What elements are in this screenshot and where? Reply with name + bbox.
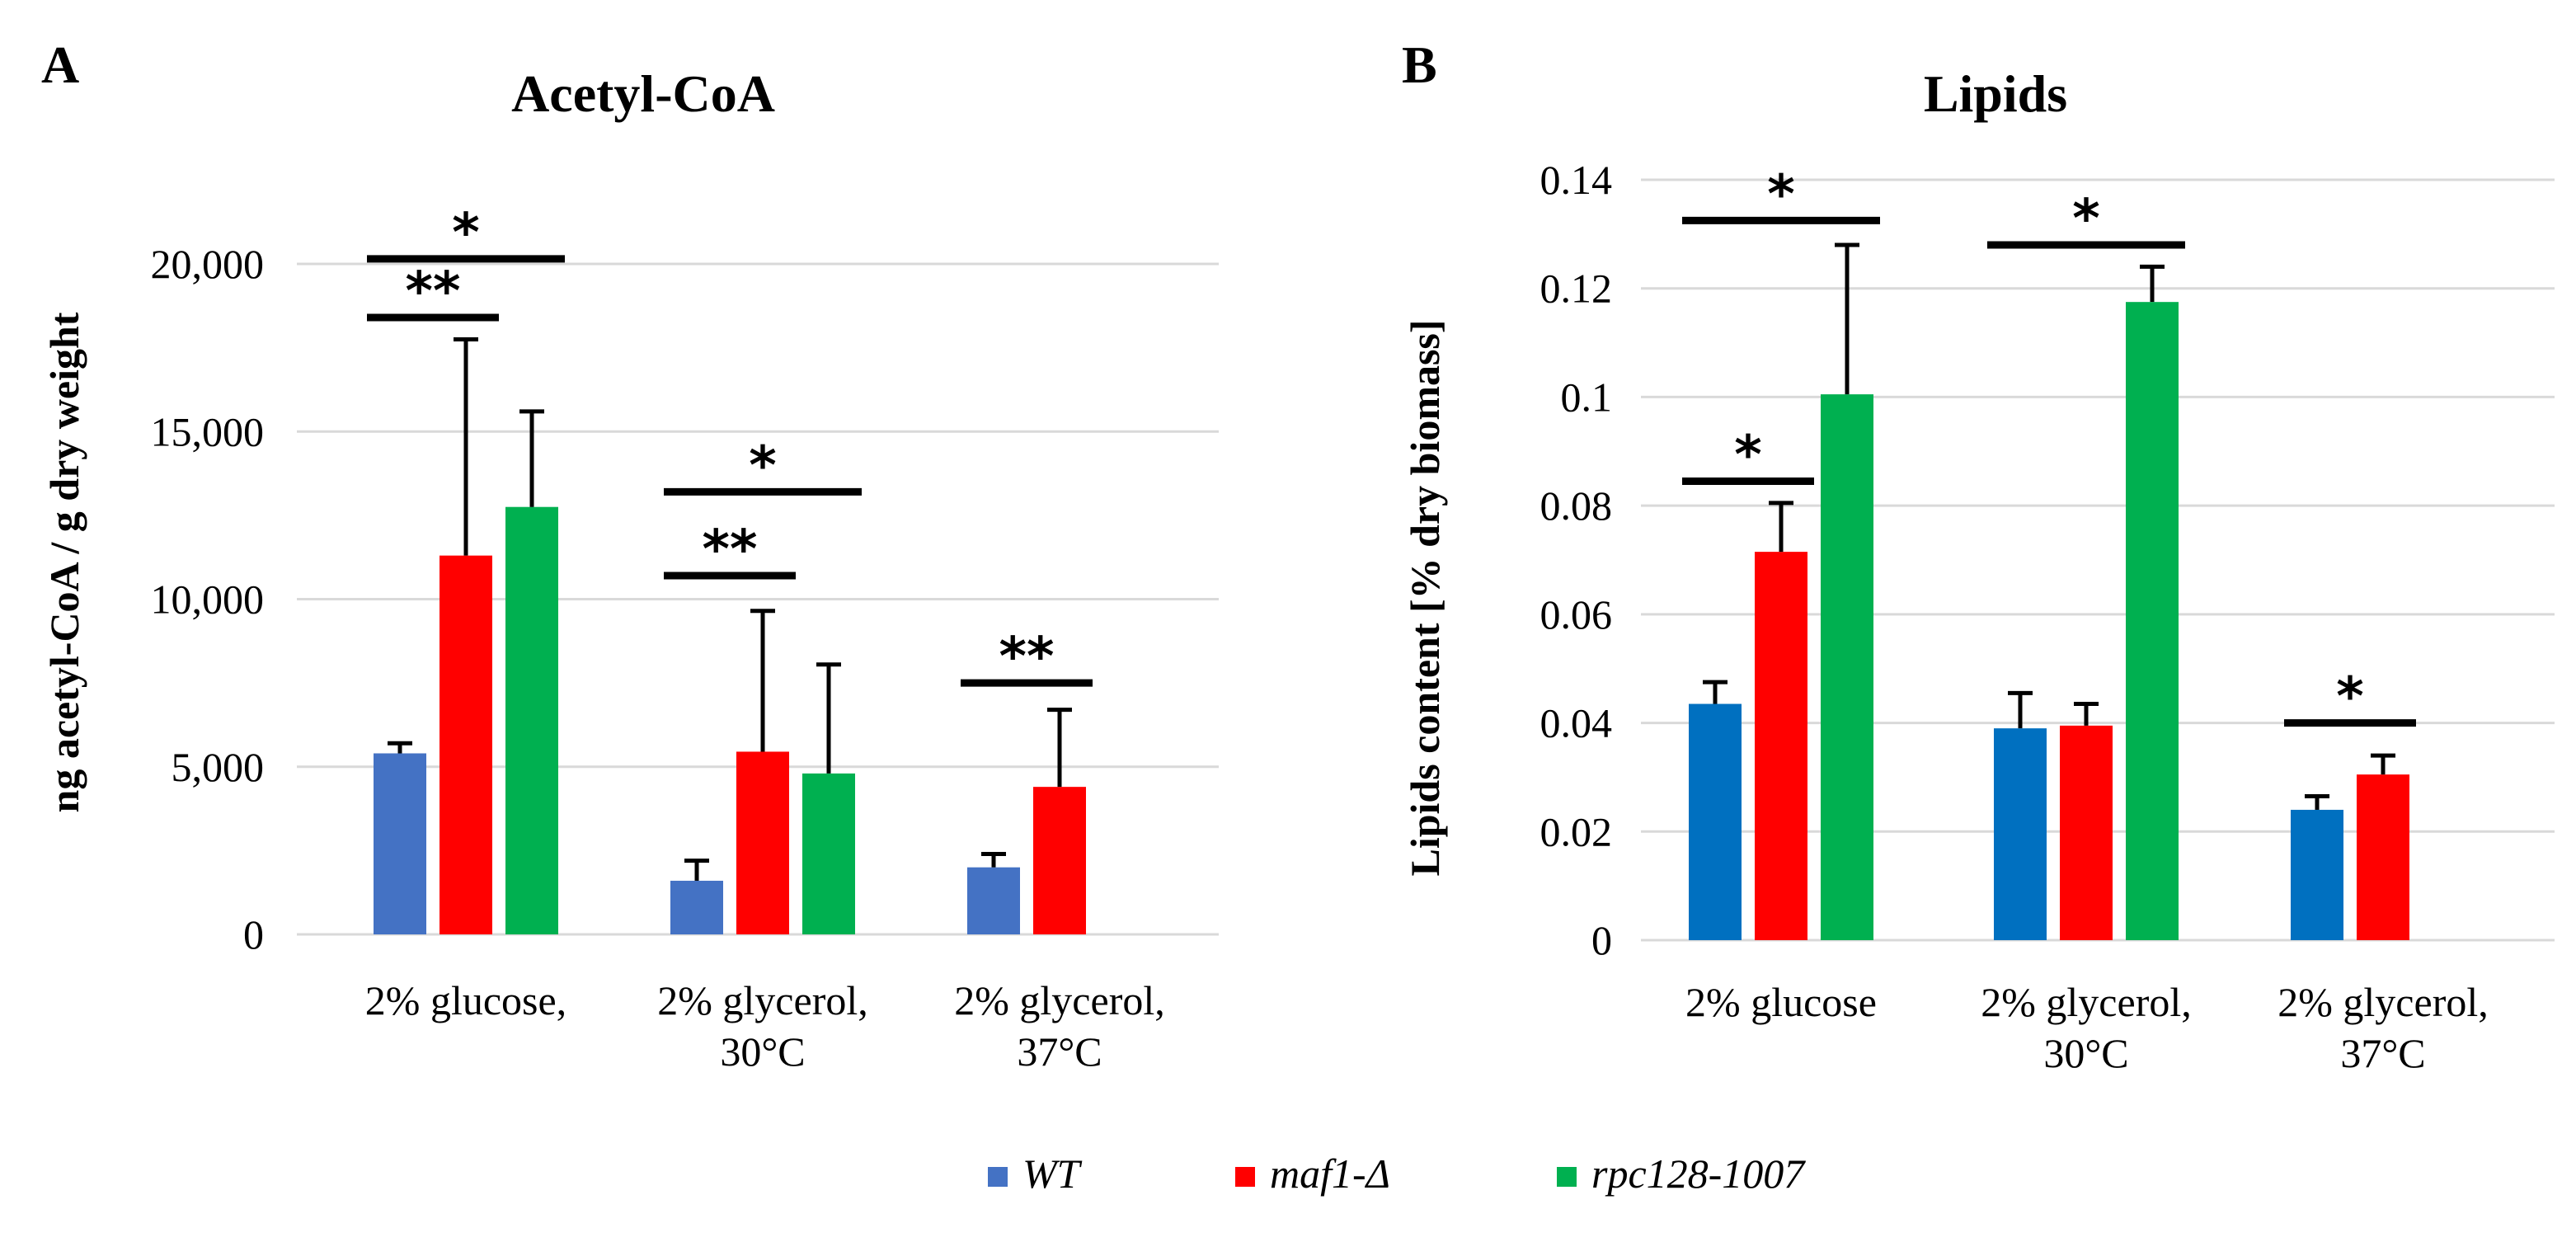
significance-label: ** — [703, 520, 758, 581]
panel-b-y-axis-label: Lipids content [% dry biomass] — [1402, 319, 1448, 876]
bar — [374, 753, 426, 934]
significance-label: ** — [406, 261, 461, 322]
x-category-label: 37°C — [2340, 1030, 2425, 1076]
panel-a-title: Acetyl-CoA — [511, 64, 775, 123]
panel-a-acetyl-coa-chart: A Acetyl-CoA ng acetyl-CoA / g dry weigh… — [41, 35, 1219, 1075]
y-tick-label: 10,000 — [151, 576, 265, 623]
legend: WT maf1-Δ rpc128-1007 — [988, 1150, 1806, 1197]
y-tick-label: 0.14 — [1540, 157, 1613, 203]
panel-a-letter: A — [41, 35, 79, 94]
bar — [967, 867, 1020, 934]
bar — [1821, 394, 1873, 940]
bar — [2291, 809, 2343, 940]
y-tick-label: 0.08 — [1540, 482, 1613, 529]
x-category-label: 37°C — [1017, 1028, 1102, 1075]
y-tick-label: 0.1 — [1561, 374, 1613, 420]
significance-label: * — [1767, 164, 1794, 225]
panel-b-lipids-chart: B Lipids Lipids content [% dry biomass] … — [1402, 35, 2555, 1076]
y-tick-label: 0.02 — [1540, 808, 1613, 854]
y-tick-label: 5,000 — [172, 744, 265, 790]
y-tick-label: 0.06 — [1540, 591, 1613, 637]
y-tick-label: 0 — [1591, 917, 1612, 963]
panel-b-title: Lipids — [1924, 64, 2067, 123]
y-tick-label: 15,000 — [151, 408, 265, 454]
legend-swatch-maf1 — [1235, 1167, 1255, 1187]
x-category-label: 30°C — [720, 1028, 805, 1075]
legend-label-rpc128: rpc128-1007 — [1591, 1150, 1806, 1197]
y-tick-label: 0.04 — [1540, 700, 1613, 746]
significance-label: * — [749, 435, 776, 496]
x-category-label: 2% glycerol, — [954, 977, 1164, 1023]
bar — [670, 880, 723, 934]
bar — [2126, 302, 2179, 940]
x-category-label: 30°C — [2043, 1030, 2128, 1076]
significance-label: ** — [999, 627, 1055, 688]
bar — [1994, 728, 2047, 940]
legend-label-maf1: maf1-Δ — [1270, 1150, 1390, 1197]
significance-label: * — [452, 203, 479, 264]
y-tick-label: 0 — [243, 911, 264, 957]
bar — [1689, 703, 1742, 940]
x-category-label: 2% glycerol, — [1981, 979, 2191, 1025]
bar — [1033, 787, 1086, 934]
bar — [736, 751, 789, 934]
panel-a-y-axis-label: ng acetyl-CoA / g dry weight — [41, 312, 87, 812]
bar — [440, 555, 492, 934]
bar — [2357, 774, 2409, 940]
legend-label-wt: WT — [1022, 1150, 1083, 1197]
x-category-label: 2% glycerol, — [657, 977, 867, 1023]
y-tick-label: 0.12 — [1540, 266, 1613, 312]
bar — [2060, 725, 2113, 940]
panel-b-letter: B — [1402, 35, 1437, 94]
x-category-label: 2% glycerol, — [2278, 979, 2488, 1025]
x-category-label: 2% glucose — [1685, 979, 1877, 1025]
significance-label: * — [2336, 667, 2363, 728]
legend-swatch-rpc128 — [1557, 1167, 1577, 1187]
legend-swatch-wt — [988, 1167, 1008, 1187]
bar — [802, 773, 855, 934]
y-tick-label: 20,000 — [151, 241, 265, 287]
significance-label: * — [1734, 426, 1761, 487]
bar — [505, 506, 558, 934]
bar — [1755, 552, 1807, 940]
x-category-label: 2% glucose, — [365, 977, 566, 1023]
significance-label: * — [2072, 189, 2099, 250]
